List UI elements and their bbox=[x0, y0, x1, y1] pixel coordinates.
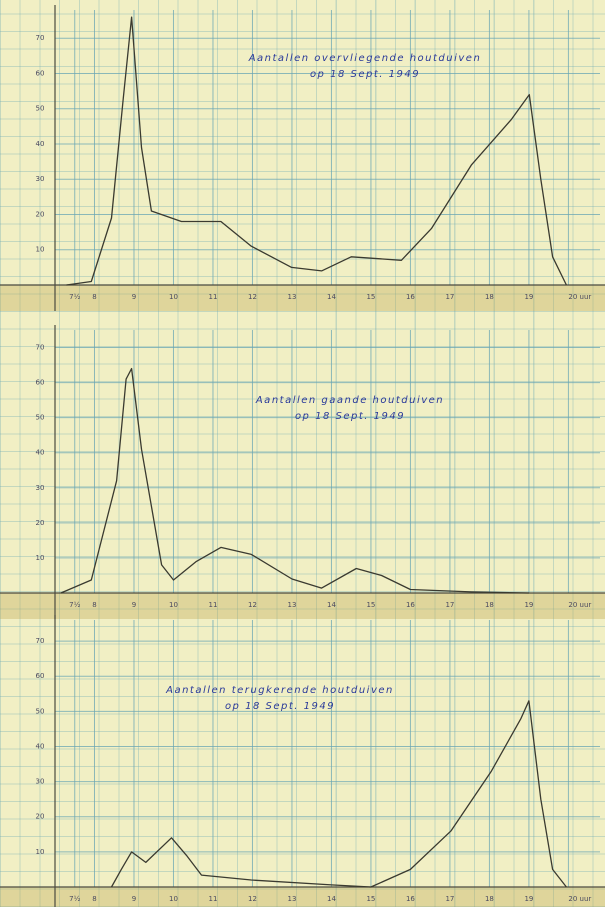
x-tick-label: 11 bbox=[209, 895, 218, 903]
y-tick-label: 10 bbox=[36, 246, 45, 254]
chart-subtitle: op 18 Sept. 1949 bbox=[310, 69, 420, 80]
y-tick-label: 40 bbox=[36, 449, 45, 457]
x-tick-label: 9 bbox=[132, 895, 136, 903]
x-tick-label: 10 bbox=[169, 293, 178, 301]
chart-title: Aantallen gaande houtduiven bbox=[255, 395, 444, 406]
x-tick-label: 14 bbox=[327, 895, 336, 903]
x-tick-label: 17 bbox=[445, 895, 454, 903]
x-tick-label: 13 bbox=[287, 601, 296, 609]
chart-subtitle: op 18 Sept. 1949 bbox=[225, 701, 335, 712]
x-tick-label: 7½ bbox=[69, 293, 80, 301]
x-tick-label: 12 bbox=[248, 895, 257, 903]
y-tick-label: 50 bbox=[36, 707, 45, 715]
y-tick-label: 30 bbox=[36, 484, 45, 492]
x-tick-label: 17 bbox=[445, 601, 454, 609]
y-tick-label: 60 bbox=[36, 69, 45, 77]
x-tick-label: 8 bbox=[92, 895, 96, 903]
y-tick-label: 10 bbox=[36, 848, 45, 856]
x-tick-label: 8 bbox=[92, 601, 96, 609]
x-tick-label: 19 bbox=[524, 601, 533, 609]
x-tick-label: 18 bbox=[485, 601, 494, 609]
x-tick-label: 20 uur bbox=[568, 601, 591, 609]
x-tick-label: 10 bbox=[169, 601, 178, 609]
data-line bbox=[60, 367, 529, 594]
y-tick-label: 20 bbox=[36, 210, 45, 218]
y-tick-label: 50 bbox=[36, 414, 45, 422]
y-tick-label: 40 bbox=[36, 140, 45, 148]
x-tick-label: 14 bbox=[327, 601, 336, 609]
x-tick-label: 16 bbox=[406, 601, 415, 609]
y-tick-label: 20 bbox=[36, 519, 45, 527]
x-tick-label: 18 bbox=[485, 895, 494, 903]
x-tick-label: 18 bbox=[485, 293, 494, 301]
x-tick-label: 9 bbox=[132, 293, 136, 301]
y-tick-label: 40 bbox=[36, 742, 45, 750]
axis-band bbox=[0, 593, 605, 619]
chart-subtitle: op 18 Sept. 1949 bbox=[295, 411, 405, 422]
x-tick-label: 9 bbox=[132, 601, 136, 609]
x-tick-label: 11 bbox=[209, 601, 218, 609]
x-tick-label: 13 bbox=[287, 895, 296, 903]
y-tick-label: 70 bbox=[36, 637, 45, 645]
x-tick-label: 7½ bbox=[69, 601, 80, 609]
x-tick-label: 19 bbox=[524, 895, 533, 903]
y-tick-label: 20 bbox=[36, 813, 45, 821]
data-line bbox=[66, 16, 567, 286]
x-tick-label: 10 bbox=[169, 895, 178, 903]
y-tick-label: 70 bbox=[36, 344, 45, 352]
y-tick-label: 10 bbox=[36, 554, 45, 562]
y-tick-label: 60 bbox=[36, 672, 45, 680]
x-tick-label: 15 bbox=[366, 895, 375, 903]
x-tick-label: 16 bbox=[406, 293, 415, 301]
x-tick-label: 16 bbox=[406, 895, 415, 903]
x-tick-label: 20 uur bbox=[568, 293, 591, 301]
axis-band bbox=[0, 285, 605, 311]
x-tick-label: 20 uur bbox=[568, 895, 591, 903]
y-tick-label: 50 bbox=[36, 105, 45, 113]
x-tick-label: 14 bbox=[327, 293, 336, 301]
x-tick-label: 12 bbox=[248, 293, 257, 301]
x-tick-label: 17 bbox=[445, 293, 454, 301]
y-tick-label: 70 bbox=[36, 34, 45, 42]
chart-title: Aantallen overvliegende houtduiven bbox=[248, 53, 482, 64]
data-line bbox=[110, 700, 567, 888]
x-tick-label: 11 bbox=[209, 293, 218, 301]
axis-band bbox=[0, 887, 605, 907]
x-tick-label: 12 bbox=[248, 601, 257, 609]
y-tick-label: 30 bbox=[36, 778, 45, 786]
x-tick-label: 7½ bbox=[69, 895, 80, 903]
y-tick-label: 30 bbox=[36, 175, 45, 183]
x-tick-label: 19 bbox=[524, 293, 533, 301]
x-tick-label: 15 bbox=[366, 293, 375, 301]
y-tick-label: 60 bbox=[36, 379, 45, 387]
chart-title: Aantallen terugkerende houtduiven bbox=[165, 685, 394, 696]
x-tick-label: 15 bbox=[366, 601, 375, 609]
x-tick-label: 13 bbox=[287, 293, 296, 301]
x-tick-label: 8 bbox=[92, 293, 96, 301]
